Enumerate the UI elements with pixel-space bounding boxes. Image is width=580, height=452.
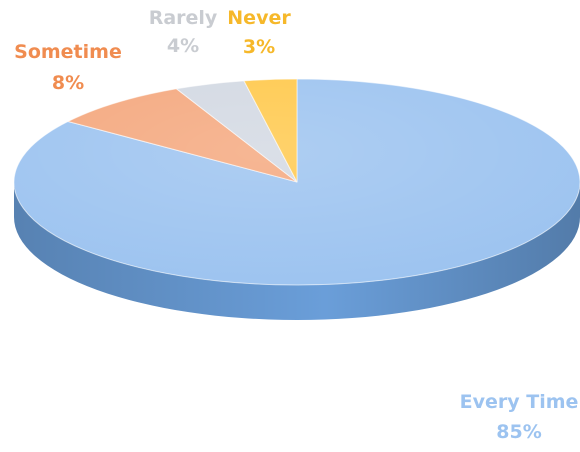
data-label-rarely-value: 4% bbox=[167, 35, 199, 57]
pie-top-shine bbox=[14, 79, 580, 285]
data-label-every-time-name: Every Time bbox=[460, 391, 579, 413]
pie-data-labels: Every Time 85% Sometime 8% Rarely 4% Never 3% bbox=[14, 7, 578, 443]
data-label-never-value: 3% bbox=[243, 36, 275, 58]
data-label-every-time-value: 85% bbox=[496, 421, 541, 443]
pie-side-shade bbox=[14, 182, 580, 320]
pie-sides bbox=[14, 182, 580, 320]
data-label-sometime-value: 8% bbox=[52, 72, 84, 94]
data-label-sometime-name: Sometime bbox=[14, 41, 122, 63]
pie-slices bbox=[13, 78, 580, 286]
data-label-never-name: Never bbox=[227, 7, 291, 29]
data-label-rarely-name: Rarely bbox=[149, 7, 218, 29]
